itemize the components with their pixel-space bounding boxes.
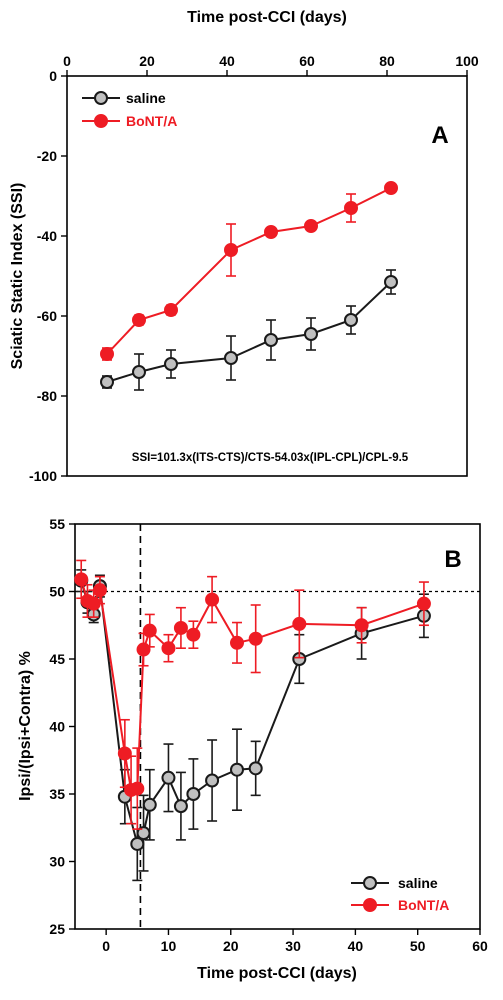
bont-data-point (132, 313, 146, 327)
legend-b-saline-marker (363, 876, 377, 890)
saline-data-point (224, 351, 238, 365)
bont-data-point (344, 201, 358, 215)
saline-data-point (205, 773, 220, 788)
bont-series-line (80, 579, 425, 792)
y-tick-label: 30 (49, 854, 65, 870)
saline-data-point (248, 761, 263, 776)
panel-b-y-ticks: 25 30 35 40 45 50 55 (49, 516, 75, 937)
panel-b-series-saline (74, 569, 431, 882)
bont-data-point (161, 641, 176, 656)
saline-data-point (230, 762, 244, 777)
panel-a-series-saline (100, 269, 398, 391)
x-tick-label: 100 (455, 53, 479, 69)
bont-data-point (164, 303, 178, 317)
panel-a-x-axis-title: Time post-CCI (days) (187, 9, 347, 26)
y-tick-label: 50 (49, 584, 65, 600)
bont-data-point (264, 225, 278, 239)
panel-a-plot-frame (66, 75, 468, 477)
y-tick-label: 25 (49, 921, 65, 937)
x-tick-label: 80 (379, 53, 395, 69)
saline-series-line (106, 281, 392, 383)
bont-data-point (230, 635, 244, 650)
y-tick-label: -40 (37, 228, 57, 244)
panel-a-letter: A (431, 122, 448, 149)
y-tick-label: -20 (37, 148, 57, 164)
panel-a-y-ticks: 0 -20 -40 -60 -80 -100 (29, 68, 67, 484)
y-tick-label: 40 (49, 719, 65, 735)
y-tick-label: -60 (37, 308, 57, 324)
y-tick-label: 55 (49, 516, 65, 532)
panel-b-y-axis-title: Ipsi/(Ipsi+Contra) % (17, 651, 34, 801)
panel-a-x-ticks: 0 20 40 60 80 100 (63, 53, 479, 76)
bont-data-point (416, 596, 431, 611)
saline-data-point (142, 797, 157, 812)
x-tick-label: 0 (102, 938, 110, 954)
panel-b-plot-frame (74, 523, 481, 930)
legend-a-bont-label: BoNT/A (126, 113, 177, 129)
panel-b: 0 10 20 30 40 50 60 25 30 35 40 45 50 55 Time post-C… (17, 516, 488, 982)
bont-data-point (186, 627, 201, 642)
bont-data-point (248, 631, 263, 646)
x-tick-label: 60 (472, 938, 488, 954)
saline-series-line (80, 580, 425, 847)
x-tick-label: 10 (161, 938, 177, 954)
panel-a-ssi-formula: SSI=101.3x(ITS-CTS)/CTS-54.03x(IPL-CPL)/… (132, 452, 409, 464)
x-tick-label: 0 (63, 53, 71, 69)
panel-a-legend: saline BoNT/A (82, 90, 177, 129)
bont-data-point (74, 572, 89, 587)
legend-a-saline-label: saline (126, 90, 166, 106)
legend-b-bont-marker (363, 898, 377, 912)
saline-data-point (384, 275, 398, 289)
legend-a-saline-marker (94, 91, 108, 105)
x-tick-label: 30 (285, 938, 301, 954)
y-tick-label: -80 (37, 388, 57, 404)
bont-data-point (142, 623, 157, 638)
x-tick-label: 60 (299, 53, 315, 69)
bont-data-point (100, 347, 114, 361)
panel-b-series-bont (74, 559, 431, 830)
legend-b-saline-label: saline (398, 875, 438, 891)
bont-data-point (205, 592, 220, 607)
y-tick-label: 45 (49, 651, 65, 667)
panel-a-y-axis-title: Sciatic Static Index (SSI) (9, 183, 26, 370)
saline-data-point (161, 770, 176, 785)
saline-data-point (132, 365, 146, 379)
y-tick-label: 0 (49, 68, 57, 84)
saline-data-point (173, 799, 188, 814)
x-tick-label: 20 (223, 938, 239, 954)
x-tick-label: 50 (410, 938, 426, 954)
saline-data-point (304, 327, 318, 341)
saline-data-point (186, 787, 201, 801)
panel-b-legend: saline BoNT/A (351, 875, 449, 913)
x-tick-label: 40 (219, 53, 235, 69)
panel-b-x-ticks: 0 10 20 30 40 50 60 (102, 929, 488, 954)
panel-b-letter: B (444, 546, 461, 573)
bont-data-point (136, 642, 151, 657)
legend-b-bont-label: BoNT/A (398, 897, 449, 913)
bont-data-point (304, 219, 318, 233)
bont-data-point (117, 746, 132, 761)
saline-data-point (100, 375, 114, 389)
bont-data-point (292, 616, 307, 631)
y-tick-label: -100 (29, 468, 57, 484)
bont-data-point (92, 583, 107, 598)
bont-data-point (354, 618, 369, 633)
bont-data-point (173, 620, 188, 635)
x-tick-label: 40 (348, 938, 364, 954)
bont-data-point (384, 181, 398, 195)
saline-data-point (264, 333, 278, 347)
y-tick-label: 35 (49, 786, 65, 802)
x-tick-label: 20 (139, 53, 155, 69)
bont-data-point (130, 781, 145, 796)
saline-data-point (164, 357, 178, 371)
panel-a-series-bont (100, 181, 398, 361)
panel-b-x-axis-title: Time post-CCI (days) (197, 965, 357, 982)
legend-a-bont-marker (94, 114, 108, 128)
saline-data-point (344, 313, 358, 327)
panel-a: 0 20 40 60 80 100 0 -20 -40 -60 -80 -100 Time post… (9, 9, 479, 484)
bont-data-point (224, 243, 238, 257)
